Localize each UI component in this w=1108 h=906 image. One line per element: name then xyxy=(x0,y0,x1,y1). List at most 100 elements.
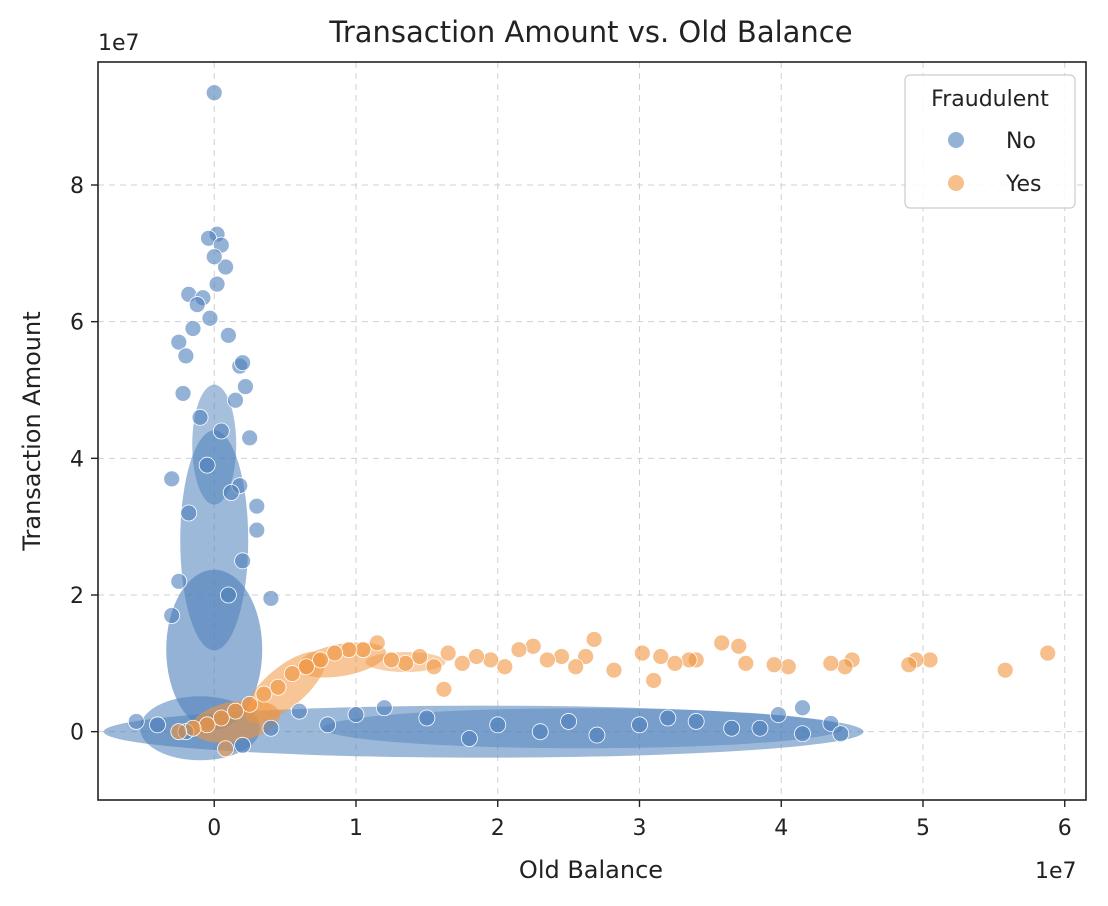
legend-box xyxy=(904,74,1076,209)
point-not-fraud xyxy=(212,422,230,440)
x-tick-label: 4 xyxy=(774,816,788,841)
point-fraud xyxy=(439,644,457,662)
point-not-fraud xyxy=(127,713,145,730)
point-not-fraud xyxy=(248,497,266,515)
point-fraud xyxy=(605,661,623,679)
point-not-fraud xyxy=(687,713,705,730)
point-fraud xyxy=(368,634,386,652)
point-fraud xyxy=(836,658,854,676)
point-fraud xyxy=(297,658,315,676)
point-not-fraud xyxy=(659,709,677,727)
point-fraud xyxy=(354,641,372,659)
y-tick-label: 4 xyxy=(70,447,84,472)
point-fraud xyxy=(326,644,344,662)
point-not-fraud xyxy=(205,84,223,102)
x-tick-label: 3 xyxy=(632,816,646,841)
point-fraud xyxy=(900,656,918,674)
point-not-fraud xyxy=(489,716,507,734)
point-fraud xyxy=(184,719,202,737)
point-fraud xyxy=(822,654,840,672)
point-fraud xyxy=(241,695,259,713)
x-axis-label: Old Balance xyxy=(519,856,663,884)
point-fraud xyxy=(633,644,651,662)
point-fraud xyxy=(217,740,234,758)
point-not-fraud xyxy=(222,484,240,501)
point-not-fraud xyxy=(174,385,192,402)
point-not-fraud xyxy=(205,248,223,266)
y-tick-label: 2 xyxy=(70,584,84,609)
point-fraud xyxy=(510,641,528,659)
point-not-fraud xyxy=(234,552,251,570)
point-not-fraud xyxy=(560,713,578,730)
point-fraud xyxy=(453,654,471,672)
point-fraud xyxy=(577,648,595,665)
point-not-fraud xyxy=(460,730,478,747)
point-fraud xyxy=(538,651,556,669)
point-not-fraud xyxy=(531,723,549,741)
point-fraud xyxy=(312,651,329,669)
point-fraud xyxy=(779,658,797,676)
point-fraud xyxy=(713,634,731,652)
point-fraud xyxy=(524,637,542,655)
point-not-fraud xyxy=(347,706,365,723)
point-not-fraud xyxy=(188,296,206,313)
cluster-no-horizontal xyxy=(322,708,843,749)
density-clusters xyxy=(103,384,864,761)
point-fraud xyxy=(482,651,500,669)
point-not-fraud xyxy=(770,706,787,723)
point-fraud xyxy=(383,651,400,669)
x-tick-label: 6 xyxy=(1058,816,1072,841)
point-fraud xyxy=(397,654,414,672)
point-fraud xyxy=(652,648,670,665)
point-not-fraud xyxy=(290,702,308,720)
x-tick-label: 1 xyxy=(349,816,363,841)
point-fraud xyxy=(468,648,485,665)
point-fraud xyxy=(496,658,514,676)
point-not-fraud xyxy=(163,470,181,488)
point-fraud xyxy=(1039,644,1057,662)
x-tick-label: 2 xyxy=(491,816,505,841)
point-fraud xyxy=(198,716,216,734)
point-fraud xyxy=(921,651,939,669)
x-axis-offset-label: 1e7 xyxy=(1035,859,1077,884)
point-not-fraud xyxy=(163,607,181,624)
legend-label-no: No xyxy=(1006,129,1036,154)
y-tick-label: 0 xyxy=(70,721,84,746)
scatter-points xyxy=(127,84,1057,758)
point-fraud xyxy=(340,641,358,659)
point-fraud xyxy=(553,648,570,665)
point-not-fraud xyxy=(198,456,216,474)
point-not-fraud xyxy=(262,590,280,607)
point-not-fraud xyxy=(234,354,251,372)
point-not-fraud xyxy=(208,275,226,293)
point-not-fraud xyxy=(631,716,648,734)
chart-title: Transaction Amount vs. Old Balance xyxy=(328,15,852,49)
point-fraud xyxy=(283,665,301,682)
point-not-fraud xyxy=(191,408,209,426)
point-not-fraud xyxy=(201,309,219,327)
point-not-fraud xyxy=(237,378,254,395)
point-fraud xyxy=(730,637,748,655)
point-not-fraud xyxy=(149,716,166,734)
point-not-fraud xyxy=(375,699,393,717)
point-not-fraud xyxy=(794,725,811,743)
y-axis-label: Transaction Amount xyxy=(18,311,46,551)
point-not-fraud xyxy=(241,429,259,447)
point-not-fraud xyxy=(217,258,234,276)
point-fraud xyxy=(255,685,273,703)
point-fraud xyxy=(212,709,230,727)
point-not-fraud xyxy=(588,726,606,744)
point-fraud xyxy=(737,654,755,672)
point-not-fraud xyxy=(822,715,840,732)
point-not-fraud xyxy=(220,326,237,344)
point-not-fraud xyxy=(751,719,769,737)
point-fraud xyxy=(585,631,603,648)
point-fraud xyxy=(411,648,429,665)
point-fraud xyxy=(227,702,244,720)
x-tick-label: 0 xyxy=(207,816,221,841)
point-fraud xyxy=(645,672,663,689)
plot-area-frame xyxy=(97,61,1087,801)
axis-ticks: 0 1 2 3 4 5 6 0 2 4 6 8 xyxy=(70,174,1072,841)
point-not-fraud xyxy=(794,699,811,717)
